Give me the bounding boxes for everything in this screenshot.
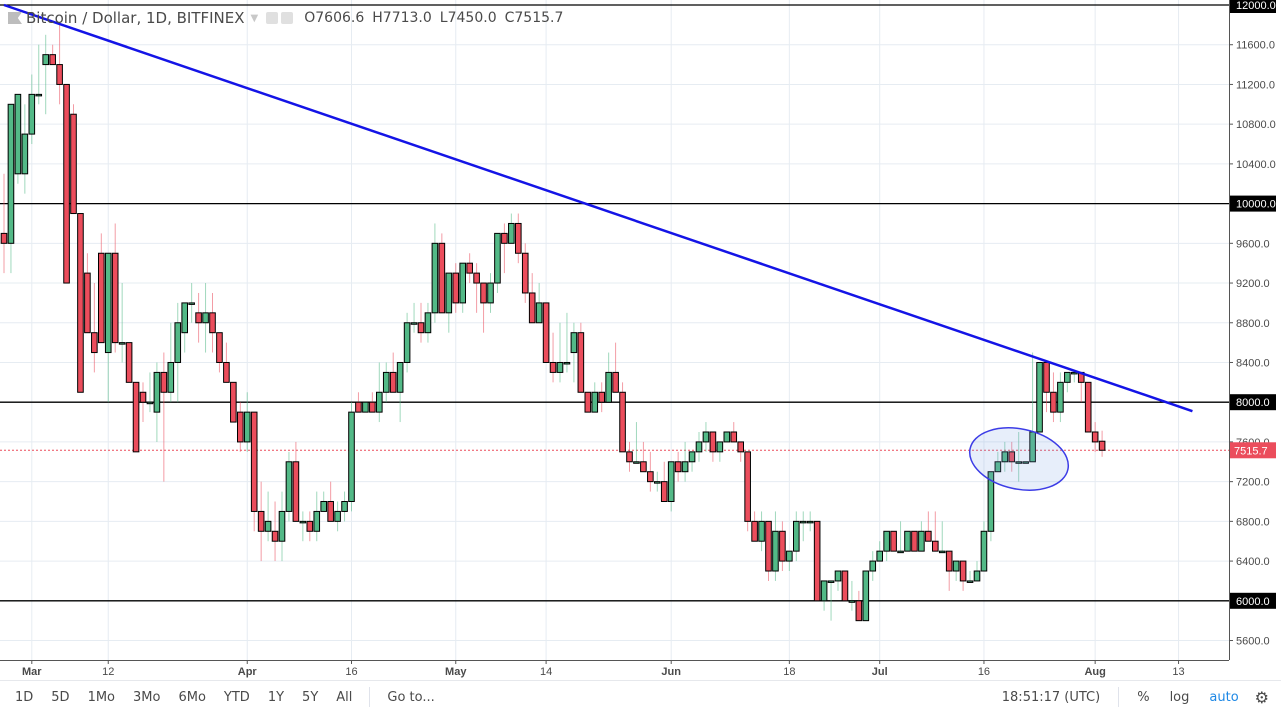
svg-text:18: 18 [783,666,795,678]
range-all[interactable]: All [336,689,353,705]
range-1d[interactable]: 1D [15,689,34,705]
svg-text:12000.0: 12000.0 [1236,0,1276,12]
log-scale-toggle[interactable]: log [1169,689,1190,705]
time-axis[interactable]: Mar 12 Apr 16 May 14 Jun 18 Jul 16 Aug 13 [0,660,1229,678]
svg-text:Jul: Jul [872,666,888,678]
settings-icon[interactable] [281,12,294,24]
divider [369,687,371,707]
svg-text:12: 12 [102,666,114,678]
svg-text:Aug: Aug [1084,666,1105,678]
ohlc-low: L7450.0 [439,10,497,26]
range-5d[interactable]: 5D [51,689,70,705]
range-6mo[interactable]: 6Mo [178,689,206,705]
svg-text:14: 14 [540,666,552,678]
clock-time[interactable]: 18:51:17 (UTC) [1001,689,1101,705]
svg-text:10800.0: 10800.0 [1236,119,1276,131]
eye-icon[interactable] [266,12,279,24]
divider [1118,687,1120,707]
drawings [3,3,1193,491]
svg-text:13: 13 [1172,666,1184,678]
svg-text:16: 16 [978,666,990,678]
range-1y[interactable]: 1Y [267,689,285,705]
support-resistance-lines [0,4,1229,602]
svg-text:6800.0: 6800.0 [1236,516,1270,528]
ohlc-close: C7515.7 [504,10,564,26]
svg-text:8000.0: 8000.0 [1236,397,1270,409]
svg-text:6000.0: 6000.0 [1236,596,1270,608]
ohlc-open: O7606.6 [304,10,365,26]
auto-scale-toggle[interactable]: auto [1209,689,1239,705]
svg-text:May: May [445,666,467,678]
svg-text:5600.0: 5600.0 [1236,636,1270,648]
ohlc-high: H7713.0 [372,10,432,26]
symbol-title[interactable]: Bitcoin / Dollar, 1D, BITFINEX [26,9,245,27]
svg-text:10400.0: 10400.0 [1236,159,1276,171]
goto-button[interactable]: Go to... [387,689,435,705]
range-3mo[interactable]: 3Mo [133,689,161,705]
svg-text:6400.0: 6400.0 [1236,556,1270,568]
svg-text:10000.0: 10000.0 [1236,199,1276,211]
chart-legend: Bitcoin / Dollar, 1D, BITFINEX ▼ O7606.6… [8,8,563,28]
svg-text:9600.0: 9600.0 [1236,238,1270,250]
range-5y[interactable]: 5Y [302,689,319,705]
svg-text:8800.0: 8800.0 [1236,318,1270,330]
symbol-logo-icon [8,12,22,24]
svg-text:11200.0: 11200.0 [1236,79,1275,91]
chevron-down-icon[interactable]: ▼ [250,12,259,24]
range-ytd[interactable]: YTD [223,689,250,705]
svg-text:16: 16 [345,666,357,678]
svg-text:9200.0: 9200.0 [1236,278,1270,290]
svg-text:Jun: Jun [661,666,681,678]
percent-scale-toggle[interactable]: % [1137,689,1150,705]
range-1mo[interactable]: 1Mo [87,689,116,705]
svg-text:7200.0: 7200.0 [1236,477,1270,489]
svg-text:Mar: Mar [22,666,42,678]
price-axis[interactable]: 5600.06000.06400.06800.07200.07600.08000… [1229,0,1281,680]
price-chart[interactable]: 5600.06000.06400.06800.07200.07600.08000… [0,0,1281,680]
candlestick-series [0,24,1106,622]
bottom-toolbar: 1D 5D 1Mo 3Mo 6Mo YTD 1Y 5Y All Go to...… [0,680,1281,713]
svg-text:11600.0: 11600.0 [1236,40,1275,52]
svg-text:8400.0: 8400.0 [1236,357,1270,369]
gear-icon[interactable]: ⚙ [1254,687,1269,707]
svg-text:Apr: Apr [238,666,258,678]
svg-text:7515.7: 7515.7 [1234,445,1268,457]
